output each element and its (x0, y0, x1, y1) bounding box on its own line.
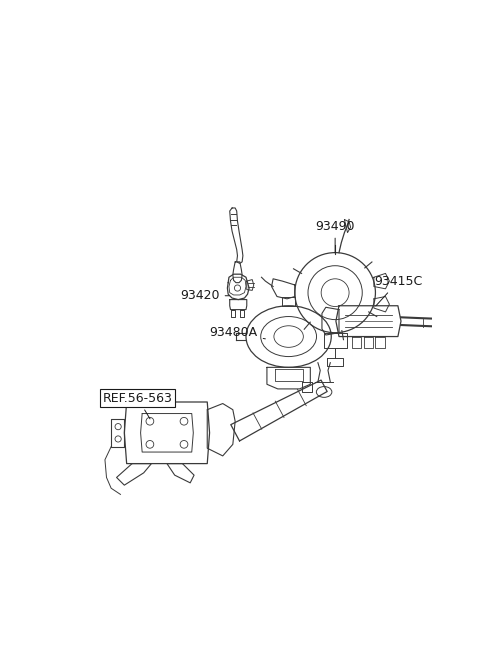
Text: 93490: 93490 (315, 219, 355, 253)
Text: 93480A: 93480A (210, 326, 265, 339)
Text: REF.56-563: REF.56-563 (103, 392, 172, 419)
Text: 93415C: 93415C (374, 275, 422, 306)
Text: 93420: 93420 (180, 290, 229, 302)
